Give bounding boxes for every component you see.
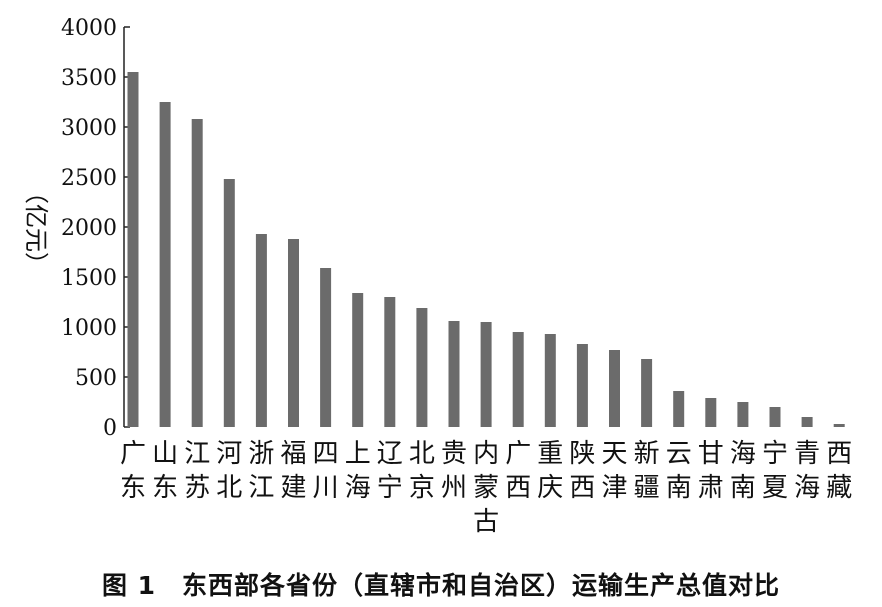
bar-6 [320, 268, 332, 427]
bar-3 [223, 179, 235, 427]
bars [127, 72, 845, 427]
bar-9 [416, 308, 428, 427]
y-axis: 0 500 1000 1500 2000 2500 3000 3500 4000 [61, 16, 130, 441]
bar-18 [705, 398, 717, 427]
y-tick-label: 500 [75, 366, 117, 391]
y-tick-label: 2000 [61, 216, 117, 241]
bar-2 [191, 119, 203, 427]
bar-5 [288, 239, 299, 427]
bar-12 [512, 332, 524, 427]
x-tick-label: 上海 [345, 439, 371, 503]
bar-11 [480, 322, 492, 427]
x-tick-label: 山东 [152, 439, 178, 503]
bar-7 [352, 293, 364, 427]
x-tick-label: 云南 [666, 439, 692, 503]
y-tick-label: 4000 [61, 16, 117, 41]
x-tick-label: 福建 [280, 439, 306, 503]
x-tick-label: 河北 [216, 439, 242, 503]
figure-caption: 图 1 东西部各省份（直辖市和自治区）运输生产总值对比 [101, 571, 781, 600]
x-tick-label: 浙江 [248, 439, 274, 503]
x-tick-label: 四川 [313, 439, 339, 503]
x-tick-label: 贵州 [441, 439, 467, 503]
bar-22 [833, 424, 845, 427]
x-tick-label: 广东 [120, 439, 146, 503]
x-tick-label: 重庆 [537, 439, 563, 503]
bar-8 [384, 297, 396, 427]
bar-4 [255, 234, 267, 427]
x-tick-label: 北京 [409, 439, 435, 503]
bar-13 [544, 334, 556, 427]
bar-10 [448, 321, 460, 427]
bar-19 [737, 402, 749, 427]
x-tick-label: 内蒙古 [473, 439, 499, 537]
x-tick-label: 海南 [730, 439, 756, 503]
bar-20 [769, 407, 781, 427]
y-tick-label: 3000 [61, 116, 117, 141]
x-tick-label: 宁夏 [762, 439, 788, 503]
y-tick-label: 2500 [61, 166, 117, 191]
y-tick-label: 1000 [61, 316, 117, 341]
bar-21 [801, 417, 813, 427]
y-tick-label: 3500 [61, 66, 117, 91]
y-tick-label: 0 [103, 416, 117, 441]
x-tick-label: 青海 [794, 439, 820, 503]
bar-14 [576, 344, 588, 427]
x-tick-label: 甘肃 [698, 439, 724, 503]
bar-0 [127, 72, 139, 427]
x-tick-label: 陕西 [569, 439, 595, 503]
y-tick-label: 1500 [61, 266, 117, 291]
x-tick-label: 西藏 [826, 439, 852, 503]
bar-16 [641, 359, 653, 427]
y-axis-label: （亿元） [22, 180, 50, 276]
x-tick-label: 天津 [601, 439, 627, 503]
x-axis-labels: 广东山东江苏河北浙江福建四川上海辽宁北京贵州内蒙古广西重庆陕西天津新疆云南甘肃海… [120, 439, 852, 537]
bar-17 [673, 391, 685, 427]
bar-1 [159, 102, 171, 427]
x-tick-label: 辽宁 [377, 439, 403, 503]
bar-15 [609, 350, 620, 427]
x-tick-label: 江苏 [184, 439, 210, 503]
x-tick-label: 广西 [505, 439, 531, 503]
x-tick-label: 新疆 [634, 439, 660, 503]
